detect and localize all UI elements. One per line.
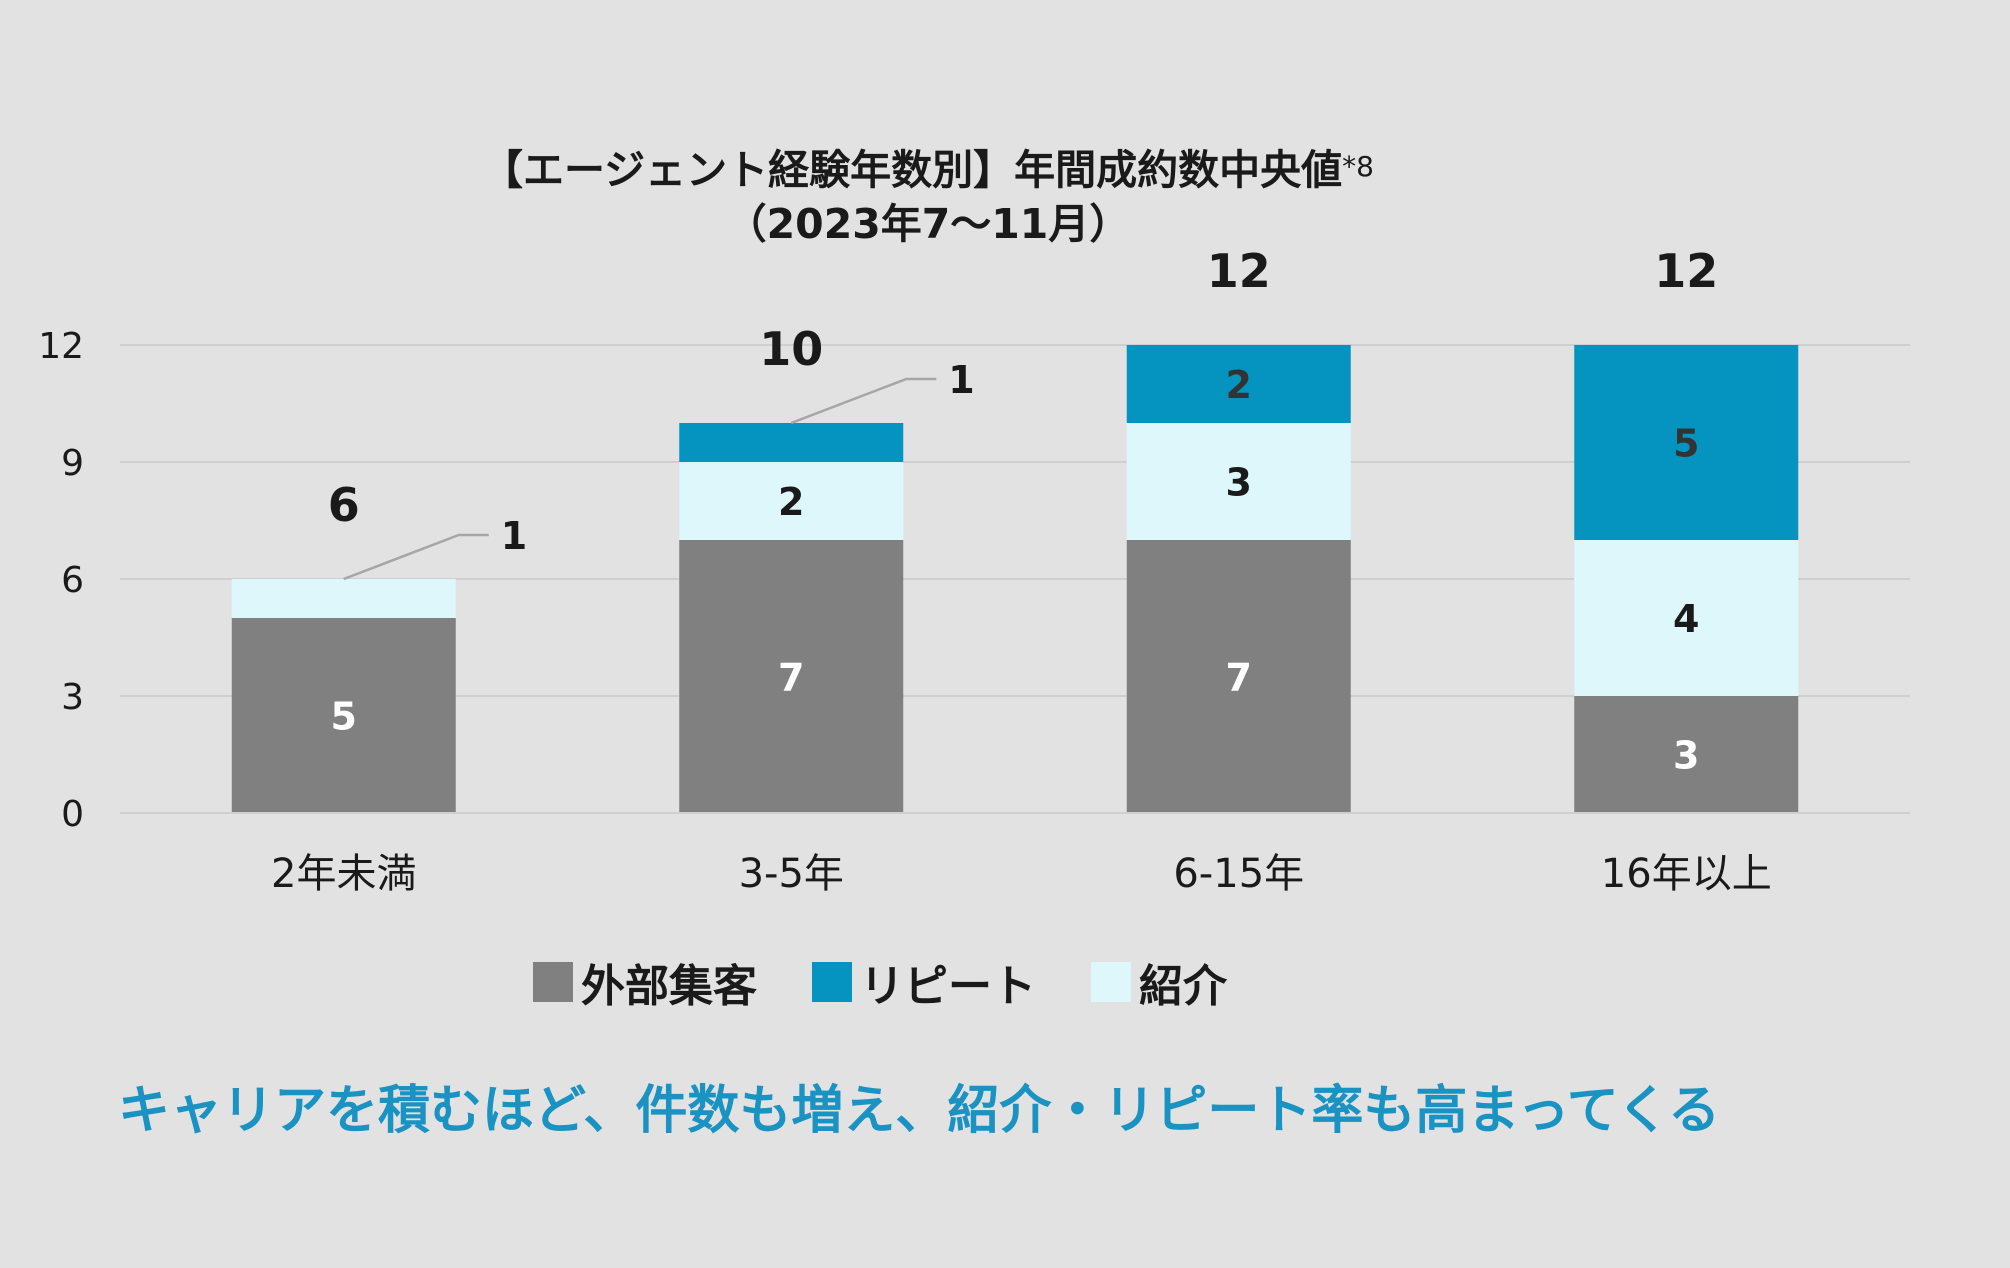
callout-leader-line xyxy=(790,377,937,425)
legend-label: 外部集客 xyxy=(581,961,757,1012)
data-label: 3 xyxy=(1226,461,1252,505)
legend-item: 外部集客 xyxy=(533,950,757,1014)
data-label: 5 xyxy=(331,695,357,739)
data-label: 2 xyxy=(778,480,804,524)
callout-label: 1 xyxy=(501,514,527,558)
total-label: 6 xyxy=(328,478,360,532)
x-tick-label: 2年未満 xyxy=(271,851,416,897)
data-label: 7 xyxy=(1226,656,1252,700)
x-tick-label: 6-15年 xyxy=(1173,851,1304,897)
legend-swatch xyxy=(812,962,852,1002)
x-tick-label: 3-5年 xyxy=(739,851,844,897)
bar-segment xyxy=(1126,540,1351,813)
total-label: 12 xyxy=(1207,244,1271,298)
data-label: 2 xyxy=(1226,363,1252,407)
legend-label: 紹介 xyxy=(1139,961,1227,1012)
x-tick-label: 16年以上 xyxy=(1601,851,1772,897)
data-label: 7 xyxy=(778,656,804,700)
bar-segment xyxy=(679,423,904,462)
legend-item: 紹介 xyxy=(1091,950,1227,1014)
chart-subtitle: （2023年7〜11月） xyxy=(725,200,1131,248)
bar-segment xyxy=(231,579,456,618)
y-tick-label: 9 xyxy=(61,443,84,484)
data-label: 4 xyxy=(1673,597,1699,641)
total-label: 12 xyxy=(1654,244,1718,298)
y-tick-label: 0 xyxy=(61,794,84,835)
total-label: 10 xyxy=(759,322,823,376)
chart-caption: キャリアを積むほど、件数も増え、紹介・リピート率も高まってくる xyxy=(118,1081,1721,1141)
callout-label: 1 xyxy=(948,358,974,402)
bar-segment xyxy=(231,618,456,813)
legend-label: リピート xyxy=(860,961,1036,1012)
legend-swatch xyxy=(1091,962,1131,1002)
bar-segment xyxy=(679,462,904,540)
data-label: 3 xyxy=(1673,734,1699,778)
chart-title: 【エージェント経験年数別】年間成約数中央値*8 xyxy=(481,146,1374,194)
bar-segment xyxy=(679,540,904,813)
data-label: 5 xyxy=(1673,422,1699,466)
title-footnote: *8 xyxy=(1342,150,1374,183)
bar-segment xyxy=(1574,696,1799,813)
bar-segment xyxy=(1574,540,1799,696)
bar-segment xyxy=(1574,345,1799,540)
y-tick-label: 3 xyxy=(61,677,84,718)
y-tick-label: 6 xyxy=(61,560,84,601)
bar-segment xyxy=(1126,345,1351,423)
chart-legend: 外部集客 リピート 紹介 xyxy=(0,950,1885,1014)
legend-item: リピート xyxy=(812,950,1036,1014)
bar-segment xyxy=(1126,423,1351,540)
y-tick-label: 12 xyxy=(38,326,84,367)
legend-swatch xyxy=(533,962,573,1002)
callout-leader-line xyxy=(343,533,489,581)
